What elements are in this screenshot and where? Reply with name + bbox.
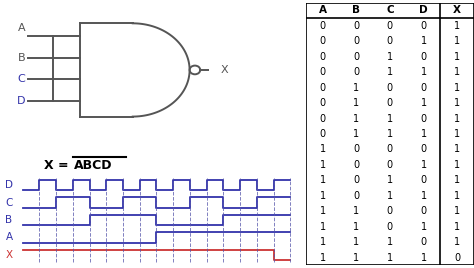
Text: 0: 0 <box>319 67 326 77</box>
Text: C: C <box>5 198 12 207</box>
Text: 0: 0 <box>387 206 393 216</box>
Text: X: X <box>453 5 461 15</box>
Text: 1: 1 <box>420 129 427 139</box>
Text: 0: 0 <box>353 67 359 77</box>
Text: X =: X = <box>44 159 73 172</box>
Text: 1: 1 <box>454 206 460 216</box>
Text: 1: 1 <box>454 129 460 139</box>
Text: X: X <box>221 65 228 75</box>
Text: 1: 1 <box>454 52 460 62</box>
Text: 0: 0 <box>353 21 359 31</box>
Text: 0: 0 <box>387 83 393 93</box>
Text: 0: 0 <box>454 253 460 263</box>
Text: 1: 1 <box>454 144 460 154</box>
Text: 0: 0 <box>353 175 359 185</box>
Text: 1: 1 <box>353 237 359 247</box>
Text: 0: 0 <box>319 52 326 62</box>
Text: B: B <box>352 5 360 15</box>
Text: D: D <box>5 180 12 190</box>
Text: C: C <box>386 5 394 15</box>
Text: B: B <box>18 53 26 62</box>
Text: 1: 1 <box>353 98 359 108</box>
Text: C: C <box>18 74 26 84</box>
Text: 0: 0 <box>420 144 427 154</box>
Text: 0: 0 <box>420 52 427 62</box>
Text: 1: 1 <box>420 98 427 108</box>
Text: X: X <box>5 250 12 260</box>
Text: 1: 1 <box>319 253 326 263</box>
Text: 0: 0 <box>319 83 326 93</box>
Text: 0: 0 <box>387 21 393 31</box>
Text: 0: 0 <box>319 98 326 108</box>
Text: 1: 1 <box>420 67 427 77</box>
Text: 0: 0 <box>420 237 427 247</box>
Text: 1: 1 <box>319 175 326 185</box>
Text: 1: 1 <box>319 160 326 170</box>
Text: 1: 1 <box>353 129 359 139</box>
Text: 0: 0 <box>387 98 393 108</box>
Text: 1: 1 <box>420 253 427 263</box>
Text: 1: 1 <box>353 83 359 93</box>
Text: B: B <box>5 215 12 225</box>
Text: 1: 1 <box>387 253 393 263</box>
Text: 1: 1 <box>454 160 460 170</box>
Text: 0: 0 <box>319 21 326 31</box>
Text: 1: 1 <box>454 21 460 31</box>
Text: 1: 1 <box>387 129 393 139</box>
Text: 1: 1 <box>387 52 393 62</box>
Text: 0: 0 <box>387 160 393 170</box>
Text: 1: 1 <box>353 222 359 232</box>
Text: 1: 1 <box>353 114 359 124</box>
Text: 0: 0 <box>420 114 427 124</box>
Text: 0: 0 <box>387 222 393 232</box>
Text: 0: 0 <box>319 36 326 46</box>
Text: 0: 0 <box>353 160 359 170</box>
Text: 0: 0 <box>319 114 326 124</box>
Text: D: D <box>419 5 428 15</box>
Text: A: A <box>18 23 26 34</box>
Text: 0: 0 <box>387 144 393 154</box>
Text: 1: 1 <box>387 175 393 185</box>
Text: D: D <box>17 96 26 106</box>
Text: 1: 1 <box>387 114 393 124</box>
Text: 1: 1 <box>420 36 427 46</box>
Text: 0: 0 <box>420 206 427 216</box>
Text: 1: 1 <box>420 191 427 201</box>
Text: 1: 1 <box>454 67 460 77</box>
Text: 1: 1 <box>420 222 427 232</box>
Text: 1: 1 <box>420 160 427 170</box>
Text: ABCD: ABCD <box>74 159 113 172</box>
Text: 0: 0 <box>387 36 393 46</box>
Text: 1: 1 <box>319 191 326 201</box>
Text: 1: 1 <box>387 237 393 247</box>
Text: 1: 1 <box>319 237 326 247</box>
Text: 1: 1 <box>387 67 393 77</box>
Text: 1: 1 <box>353 253 359 263</box>
Text: 1: 1 <box>454 237 460 247</box>
Text: 0: 0 <box>353 52 359 62</box>
Text: A: A <box>5 232 12 243</box>
Text: 0: 0 <box>353 191 359 201</box>
Text: 1: 1 <box>454 36 460 46</box>
Text: 1: 1 <box>454 175 460 185</box>
Text: 1: 1 <box>387 191 393 201</box>
Text: A: A <box>319 5 327 15</box>
Text: 1: 1 <box>454 83 460 93</box>
Text: 1: 1 <box>454 222 460 232</box>
Text: 1: 1 <box>454 191 460 201</box>
Text: 1: 1 <box>353 206 359 216</box>
Text: 1: 1 <box>454 98 460 108</box>
Text: 0: 0 <box>353 144 359 154</box>
Text: 1: 1 <box>319 222 326 232</box>
Text: 1: 1 <box>319 144 326 154</box>
Text: 0: 0 <box>420 175 427 185</box>
Text: 0: 0 <box>420 83 427 93</box>
Text: 0: 0 <box>319 129 326 139</box>
Text: 1: 1 <box>454 114 460 124</box>
Text: 1: 1 <box>319 206 326 216</box>
Text: 0: 0 <box>353 36 359 46</box>
Text: 0: 0 <box>420 21 427 31</box>
